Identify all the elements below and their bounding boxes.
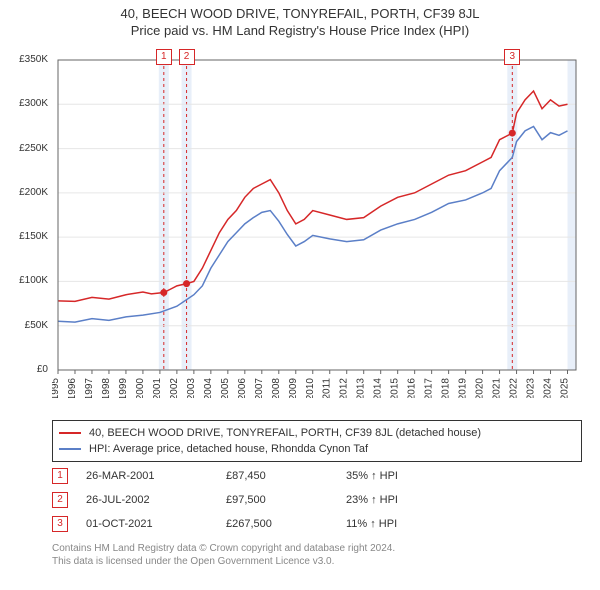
sale-marker-head-3: 3 <box>504 49 520 65</box>
svg-text:2018: 2018 <box>441 378 452 398</box>
legend-text-1: 40, BEECH WOOD DRIVE, TONYREFAIL, PORTH,… <box>89 427 481 439</box>
y-tick-label: £200K <box>2 187 48 198</box>
sale-price: £87,450 <box>226 470 346 482</box>
sale-row: 2 26-JUL-2002 £97,500 23% ↑ HPI <box>52 488 582 512</box>
svg-text:2019: 2019 <box>458 378 469 398</box>
svg-text:2023: 2023 <box>526 378 537 398</box>
sale-price: £267,500 <box>226 518 346 530</box>
sale-date: 26-JUL-2002 <box>86 494 226 506</box>
legend-row: HPI: Average price, detached house, Rhon… <box>59 441 575 457</box>
svg-text:1995: 1995 <box>52 378 61 398</box>
footer-line2: This data is licensed under the Open Gov… <box>52 555 395 568</box>
svg-text:2011: 2011 <box>322 378 333 398</box>
svg-text:2012: 2012 <box>339 378 350 398</box>
svg-text:2021: 2021 <box>492 378 503 398</box>
svg-text:2008: 2008 <box>271 378 282 398</box>
sale-marker-head-2: 2 <box>179 49 195 65</box>
svg-text:2022: 2022 <box>509 378 520 398</box>
sale-date: 01-OCT-2021 <box>86 518 226 530</box>
chart-svg: 1995 1996 1997 1998 1999 2000 2001 2002 2003 2004… <box>52 48 582 398</box>
svg-text:2014: 2014 <box>373 378 384 398</box>
svg-text:2013: 2013 <box>356 378 367 398</box>
svg-text:2006: 2006 <box>237 378 248 398</box>
sale-marker-2: 2 <box>52 492 68 508</box>
svg-text:2001: 2001 <box>152 378 163 398</box>
title-line1: 40, BEECH WOOD DRIVE, TONYREFAIL, PORTH,… <box>0 0 600 21</box>
sales-table: 1 26-MAR-2001 £87,450 35% ↑ HPI 2 26-JUL… <box>52 464 582 536</box>
y-tick-label: £350K <box>2 54 48 65</box>
legend-swatch-2 <box>59 448 81 450</box>
sale-date: 26-MAR-2001 <box>86 470 226 482</box>
svg-text:1999: 1999 <box>118 378 129 398</box>
y-tick-label: £300K <box>2 98 48 109</box>
sale-pct: 23% ↑ HPI <box>346 494 426 506</box>
footer-line1: Contains HM Land Registry data © Crown c… <box>52 542 395 555</box>
y-tick-label: £250K <box>2 143 48 154</box>
sale-row: 3 01-OCT-2021 £267,500 11% ↑ HPI <box>52 512 582 536</box>
svg-text:2025: 2025 <box>560 378 571 398</box>
legend-swatch-1 <box>59 432 81 434</box>
svg-text:2020: 2020 <box>475 378 486 398</box>
svg-text:2003: 2003 <box>186 378 197 398</box>
legend-text-2: HPI: Average price, detached house, Rhon… <box>89 443 368 455</box>
y-tick-label: £150K <box>2 231 48 242</box>
svg-text:1998: 1998 <box>101 378 112 398</box>
svg-text:2017: 2017 <box>424 378 435 398</box>
legend-row: 40, BEECH WOOD DRIVE, TONYREFAIL, PORTH,… <box>59 425 575 441</box>
y-tick-label: £0 <box>2 364 48 375</box>
svg-text:2016: 2016 <box>407 378 418 398</box>
svg-text:1997: 1997 <box>84 378 95 398</box>
svg-text:2005: 2005 <box>220 378 231 398</box>
legend: 40, BEECH WOOD DRIVE, TONYREFAIL, PORTH,… <box>52 420 582 462</box>
svg-text:2010: 2010 <box>305 378 316 398</box>
sale-row: 1 26-MAR-2001 £87,450 35% ↑ HPI <box>52 464 582 488</box>
svg-text:2015: 2015 <box>390 378 401 398</box>
sale-pct: 11% ↑ HPI <box>346 518 426 530</box>
sale-marker-3: 3 <box>52 516 68 532</box>
sale-pct: 35% ↑ HPI <box>346 470 426 482</box>
svg-text:2000: 2000 <box>135 378 146 398</box>
svg-text:2004: 2004 <box>203 378 214 398</box>
sale-marker-1: 1 <box>52 468 68 484</box>
y-tick-label: £50K <box>2 320 48 331</box>
title-line2: Price paid vs. HM Land Registry's House … <box>0 21 600 38</box>
svg-text:2007: 2007 <box>254 378 265 398</box>
svg-text:2009: 2009 <box>288 378 299 398</box>
page: 40, BEECH WOOD DRIVE, TONYREFAIL, PORTH,… <box>0 0 600 590</box>
sale-price: £97,500 <box>226 494 346 506</box>
svg-text:1996: 1996 <box>67 378 78 398</box>
chart: 1995 1996 1997 1998 1999 2000 2001 2002 2003 2004… <box>52 48 582 398</box>
svg-text:2024: 2024 <box>543 378 554 398</box>
footer: Contains HM Land Registry data © Crown c… <box>52 542 395 568</box>
sale-marker-head-1: 1 <box>156 49 172 65</box>
y-tick-label: £100K <box>2 275 48 286</box>
svg-text:2002: 2002 <box>169 378 180 398</box>
